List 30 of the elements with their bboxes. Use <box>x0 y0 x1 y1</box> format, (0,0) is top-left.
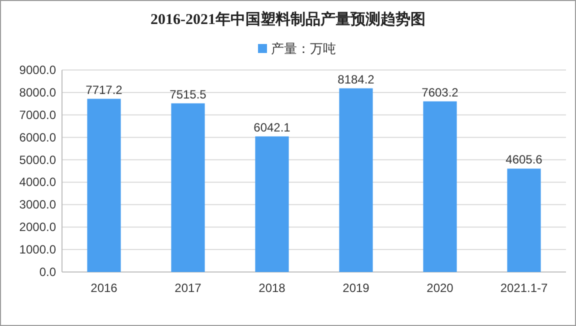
data-label: 6042.1 <box>254 120 291 134</box>
data-label: 7515.5 <box>170 87 207 102</box>
bar <box>339 88 373 272</box>
y-tick-label: 9000.0 <box>19 63 56 77</box>
y-tick-label: 6000.0 <box>19 130 56 144</box>
x-tick-label: 2016 <box>90 281 118 295</box>
x-tick-label: 2017 <box>174 281 202 295</box>
bar <box>423 101 457 272</box>
data-label: 8184.2 <box>338 72 375 86</box>
y-tick-label: 4000.0 <box>19 175 56 190</box>
legend-label: 产量：万吨 <box>271 41 336 56</box>
y-tick-label: 1000.0 <box>19 242 56 257</box>
y-tick-label: 2000.0 <box>19 220 56 234</box>
y-tick-label: 5000.0 <box>19 152 56 167</box>
data-label: 7717.2 <box>86 82 123 97</box>
y-tick-label: 3000.0 <box>19 198 56 212</box>
x-tick-label: 2019 <box>342 281 370 295</box>
bar <box>507 168 541 272</box>
y-tick-label: 7000.0 <box>19 108 56 122</box>
chart-title: 2016-2021年中国塑料制品产量预测趋势图 <box>150 10 426 28</box>
x-tick-label: 2018 <box>258 281 286 295</box>
data-label: 7603.2 <box>422 85 459 100</box>
data-label: 4605.6 <box>506 152 543 167</box>
bar <box>87 98 121 272</box>
bar <box>171 103 205 272</box>
bar <box>255 136 289 272</box>
x-tick-label: 2020 <box>426 281 454 295</box>
x-tick-label: 2021.1-7 <box>500 281 548 295</box>
y-tick-label: 8000.0 <box>19 85 56 100</box>
y-tick-label: 0.0 <box>39 265 56 279</box>
